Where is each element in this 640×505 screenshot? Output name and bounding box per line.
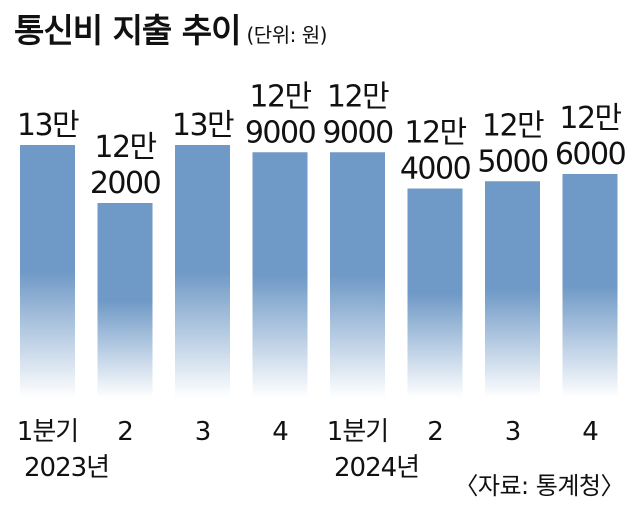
unit-label: (단위: 원) xyxy=(246,23,328,47)
value-label-5-line-2: 9000 xyxy=(322,115,393,150)
category-label-2: 2 xyxy=(117,417,133,447)
value-label-3-line-1: 13만 xyxy=(172,108,234,143)
value-label-7-line-2: 5000 xyxy=(477,144,548,179)
value-label-6-line-1: 12만 xyxy=(404,116,466,151)
bar-7 xyxy=(485,181,540,398)
value-label-8-line-1: 12만 xyxy=(559,101,621,136)
category-label-6: 2 xyxy=(427,417,443,447)
category-label-4: 4 xyxy=(272,417,288,447)
value-label-4-line-2: 9000 xyxy=(245,115,316,150)
category-label-5: 1분기 xyxy=(327,417,388,447)
bar-6 xyxy=(407,188,463,398)
source-note: 〈자료: 통계청〉 xyxy=(454,472,624,500)
value-label-6-line-2: 4000 xyxy=(400,152,471,187)
value-label-7-line-1: 12만 xyxy=(482,108,544,143)
category-labels-group: 1분기 2 3 4 1분기 2 3 4 xyxy=(17,417,599,447)
category-label-3: 3 xyxy=(195,417,211,447)
bar-3 xyxy=(175,145,230,398)
chart-title: 통신비 지출 추이 xyxy=(14,11,241,50)
bar-2 xyxy=(97,203,153,398)
category-label-7: 3 xyxy=(505,417,521,447)
bar-4 xyxy=(252,152,308,398)
title-block: 통신비 지출 추이 (단위: 원) xyxy=(14,4,327,52)
bar-8 xyxy=(562,174,618,398)
year-labels-group: 2023년 2024년 xyxy=(24,453,420,483)
value-label-5-line-1: 12만 xyxy=(327,79,389,114)
bar-1 xyxy=(20,145,75,398)
bar-5 xyxy=(330,152,385,398)
value-label-2-line-2: 2000 xyxy=(90,166,161,201)
value-label-4-line-1: 12만 xyxy=(249,79,311,114)
value-label-2-line-1: 12만 xyxy=(94,130,156,165)
year-label-1: 2023년 xyxy=(24,453,109,483)
category-label-8: 4 xyxy=(582,417,598,447)
value-label-1-line-1: 13만 xyxy=(17,108,79,143)
value-label-8-line-2: 6000 xyxy=(555,137,626,172)
bars-group xyxy=(20,145,618,398)
category-label-1: 1분기 xyxy=(17,417,78,447)
year-label-2: 2024년 xyxy=(334,453,419,483)
